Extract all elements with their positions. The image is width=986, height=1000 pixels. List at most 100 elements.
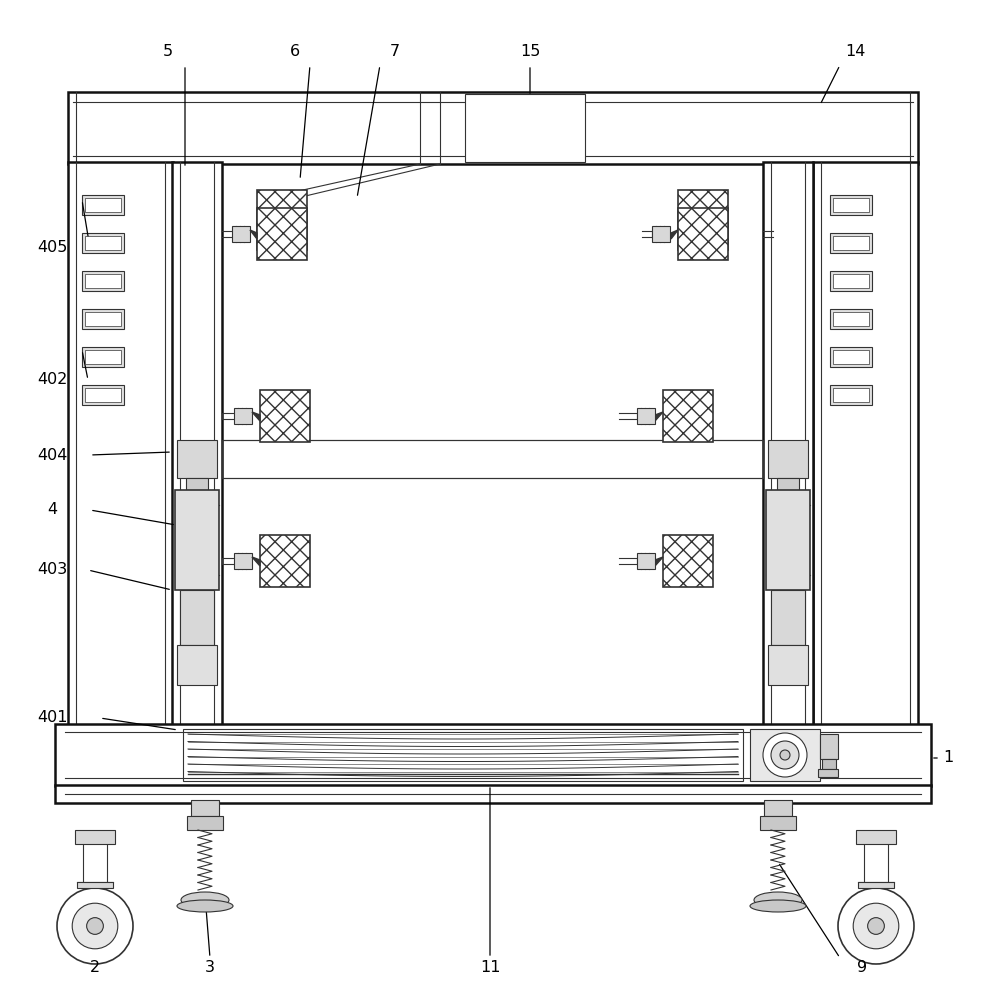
Text: 402: 402 — [36, 372, 67, 387]
Ellipse shape — [181, 892, 229, 908]
Bar — [75, 830, 115, 844]
Text: 404: 404 — [36, 448, 67, 462]
Circle shape — [853, 903, 899, 949]
Bar — [85, 198, 121, 212]
Bar — [764, 800, 792, 816]
Bar — [833, 198, 869, 212]
Bar — [260, 535, 310, 587]
Bar — [177, 440, 217, 478]
Polygon shape — [250, 230, 257, 239]
Bar — [180, 590, 214, 645]
Bar — [830, 271, 872, 291]
Bar — [637, 408, 655, 424]
Ellipse shape — [750, 900, 806, 912]
Ellipse shape — [754, 892, 802, 908]
Ellipse shape — [177, 900, 233, 912]
Circle shape — [72, 903, 117, 949]
Bar — [68, 92, 918, 164]
Circle shape — [771, 741, 799, 769]
Bar — [465, 94, 585, 162]
Bar — [187, 816, 223, 830]
Text: 15: 15 — [520, 44, 540, 60]
Bar — [68, 162, 173, 727]
Bar — [766, 490, 810, 590]
Bar — [833, 274, 869, 288]
Bar — [55, 724, 931, 786]
Bar — [830, 195, 872, 215]
Bar — [820, 734, 838, 759]
Bar — [813, 162, 918, 727]
Text: 2: 2 — [90, 960, 100, 976]
Bar — [85, 274, 121, 288]
Bar — [768, 645, 808, 685]
Bar — [678, 190, 728, 250]
Bar — [833, 388, 869, 402]
Bar — [82, 233, 124, 253]
Bar — [222, 440, 763, 478]
Bar — [77, 882, 113, 888]
Bar — [234, 408, 252, 424]
Bar — [830, 309, 872, 329]
Bar — [82, 385, 124, 405]
Text: 7: 7 — [389, 44, 400, 60]
Bar — [85, 312, 121, 326]
Bar — [191, 800, 219, 816]
Bar — [652, 226, 670, 242]
Bar — [177, 645, 217, 685]
Bar — [760, 816, 796, 830]
Bar — [260, 390, 310, 442]
Circle shape — [763, 733, 807, 777]
Text: 1: 1 — [943, 750, 953, 766]
Bar — [663, 390, 713, 442]
Text: 14: 14 — [845, 44, 865, 60]
Text: 9: 9 — [857, 960, 867, 976]
Circle shape — [780, 750, 790, 760]
Text: 5: 5 — [163, 44, 174, 60]
Bar — [833, 312, 869, 326]
Text: 3: 3 — [205, 960, 215, 976]
Circle shape — [57, 888, 133, 964]
Polygon shape — [655, 557, 663, 566]
Circle shape — [87, 918, 104, 934]
Polygon shape — [671, 230, 678, 239]
Text: 401: 401 — [36, 710, 67, 726]
Bar — [858, 882, 894, 888]
Bar — [232, 226, 250, 242]
Bar — [830, 385, 872, 405]
Bar — [172, 162, 222, 727]
Bar — [830, 347, 872, 367]
Polygon shape — [252, 557, 260, 566]
Bar — [257, 190, 307, 250]
Bar — [85, 350, 121, 364]
Bar — [183, 729, 743, 781]
Bar — [763, 162, 813, 727]
Bar — [82, 309, 124, 329]
Bar — [856, 830, 896, 844]
Text: 403: 403 — [36, 562, 67, 578]
Bar — [678, 208, 728, 260]
Bar — [82, 195, 124, 215]
Bar — [175, 490, 219, 590]
Circle shape — [868, 918, 884, 934]
Polygon shape — [252, 412, 260, 421]
Bar — [637, 553, 655, 569]
Bar — [82, 347, 124, 367]
Text: 6: 6 — [290, 44, 300, 60]
Bar — [257, 208, 307, 260]
Bar — [818, 769, 838, 777]
Bar — [85, 236, 121, 250]
Circle shape — [838, 888, 914, 964]
Bar — [663, 535, 713, 587]
Text: 11: 11 — [480, 960, 500, 976]
Bar — [822, 759, 836, 769]
Bar — [833, 350, 869, 364]
Bar — [771, 590, 805, 645]
Polygon shape — [655, 412, 663, 421]
Bar — [768, 440, 808, 478]
Bar — [750, 729, 820, 781]
Bar — [85, 388, 121, 402]
Bar — [833, 236, 869, 250]
Text: 4: 4 — [47, 502, 57, 518]
Bar — [55, 785, 931, 803]
Text: 405: 405 — [36, 240, 67, 255]
